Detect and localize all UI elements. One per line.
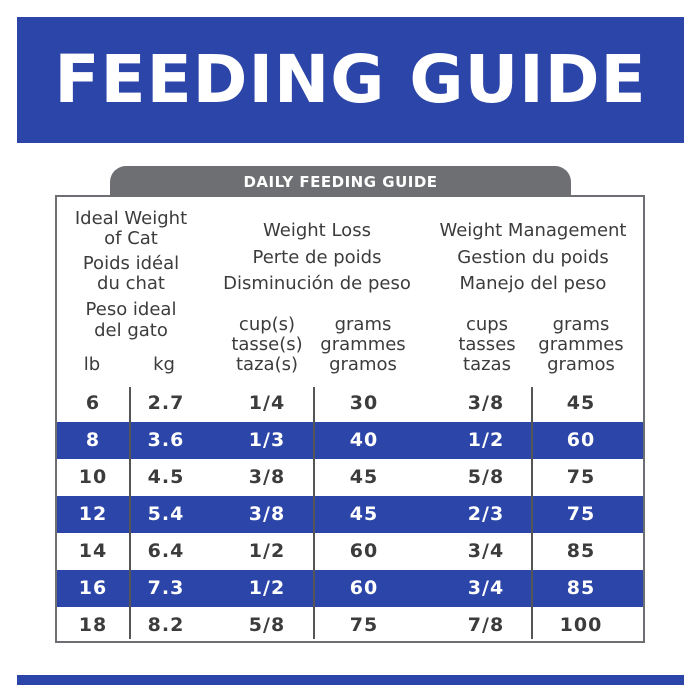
cell-wm-grams: 85 <box>566 577 596 599</box>
cell-lb: 8 <box>85 429 101 451</box>
cell-kg: 6.4 <box>147 540 185 562</box>
cell-wm-grams: 45 <box>566 392 596 414</box>
cell-wm-grams: 75 <box>566 503 596 525</box>
kg-header: kg <box>153 354 175 375</box>
cell-wm-cups: 3/4 <box>467 577 505 599</box>
cell-kg: 5.4 <box>147 503 185 525</box>
cell-lb: 10 <box>78 466 108 488</box>
cell-wl-cups: 3/8 <box>248 466 286 488</box>
ideal-weight-en-1: Ideal Weight <box>74 208 188 229</box>
cell-wm-cups: 1/2 <box>467 429 505 451</box>
daily-feeding-guide-tab: DAILY FEEDING GUIDE <box>110 166 571 198</box>
wm-cups-es: tazas <box>463 354 511 375</box>
column-divider <box>531 387 533 639</box>
banner-title: FEEDING GUIDE <box>54 41 647 118</box>
wm-grams-es: gramos <box>547 354 615 375</box>
table-row: 6 2.7 1/4 30 3/8 45 <box>57 385 643 422</box>
cell-wl-cups: 5/8 <box>248 614 286 636</box>
wm-grams-en: grams <box>552 314 610 335</box>
cell-wl-cups: 1/3 <box>248 429 286 451</box>
cell-wl-grams: 60 <box>349 577 379 599</box>
cell-lb: 6 <box>85 392 101 414</box>
cell-wm-grams: 85 <box>566 540 596 562</box>
weight-management-en: Weight Management <box>439 220 627 241</box>
table-header: Ideal Weight of Cat Poids idéal du chat … <box>57 197 643 383</box>
cell-wm-cups: 3/8 <box>467 392 505 414</box>
cell-kg: 8.2 <box>147 614 185 636</box>
cell-lb: 14 <box>78 540 108 562</box>
cell-lb: 18 <box>78 614 108 636</box>
cell-lb: 12 <box>78 503 108 525</box>
column-divider <box>313 387 315 639</box>
table-row: 14 6.4 1/2 60 3/4 85 <box>57 533 643 570</box>
table-row: 16 7.3 1/2 60 3/4 85 <box>57 570 643 607</box>
ideal-weight-en-2: of Cat <box>104 228 158 249</box>
cell-kg: 4.5 <box>147 466 185 488</box>
ideal-weight-fr-1: Poids idéal <box>82 253 180 274</box>
table-row: 18 8.2 5/8 75 7/8 100 <box>57 607 643 644</box>
cell-wl-cups: 3/8 <box>248 503 286 525</box>
cell-kg: 3.6 <box>147 429 185 451</box>
cell-wl-grams: 45 <box>349 503 379 525</box>
cell-wl-grams: 45 <box>349 466 379 488</box>
table-row: 10 4.5 3/8 45 5/8 75 <box>57 459 643 496</box>
cell-wm-cups: 7/8 <box>467 614 505 636</box>
weight-loss-es: Disminución de peso <box>223 273 411 294</box>
column-divider <box>129 387 131 639</box>
feeding-guide-banner: FEEDING GUIDE <box>17 17 684 143</box>
cell-wm-grams: 100 <box>559 614 603 636</box>
cell-lb: 16 <box>78 577 108 599</box>
weight-loss-en: Weight Loss <box>263 220 371 241</box>
cell-wl-grams: 60 <box>349 540 379 562</box>
wm-cups-en: cups <box>465 314 509 335</box>
wl-grams-fr: grammes <box>320 334 406 355</box>
ideal-weight-es-1: Peso ideal <box>85 299 177 320</box>
lb-header: lb <box>83 354 101 375</box>
table-body: 6 2.7 1/4 30 3/8 45 8 3.6 1/3 40 1/2 60 … <box>57 385 643 644</box>
wl-cups-fr: tasse(s) <box>231 334 303 355</box>
cell-wm-grams: 75 <box>566 466 596 488</box>
weight-management-fr: Gestion du poids <box>457 247 609 268</box>
table-row: 8 3.6 1/3 40 1/2 60 <box>57 422 643 459</box>
cell-wm-grams: 60 <box>566 429 596 451</box>
wl-cups-es: taza(s) <box>236 354 298 375</box>
ideal-weight-fr-2: du chat <box>97 273 165 294</box>
tab-label: DAILY FEEDING GUIDE <box>243 173 438 191</box>
cell-wm-cups: 5/8 <box>467 466 505 488</box>
wl-grams-en: grams <box>334 314 392 335</box>
cell-wl-cups: 1/4 <box>248 392 286 414</box>
feeding-table: Ideal Weight of Cat Poids idéal du chat … <box>55 195 645 643</box>
cell-kg: 2.7 <box>147 392 185 414</box>
cell-wm-cups: 2/3 <box>467 503 505 525</box>
wl-cups-en: cup(s) <box>238 314 296 335</box>
cell-wl-grams: 75 <box>349 614 379 636</box>
cell-wl-grams: 30 <box>349 392 379 414</box>
cell-kg: 7.3 <box>147 577 185 599</box>
ideal-weight-es-2: del gato <box>94 320 168 341</box>
wm-grams-fr: grammes <box>538 334 624 355</box>
table-row: 12 5.4 3/8 45 2/3 75 <box>57 496 643 533</box>
cell-wl-grams: 40 <box>349 429 379 451</box>
weight-loss-fr: Perte de poids <box>252 247 382 268</box>
cell-wl-cups: 1/2 <box>248 540 286 562</box>
weight-management-es: Manejo del peso <box>459 273 607 294</box>
cell-wm-cups: 3/4 <box>467 540 505 562</box>
bottom-bar <box>17 675 684 685</box>
wl-grams-es: gramos <box>329 354 397 375</box>
wm-cups-fr: tasses <box>458 334 516 355</box>
cell-wl-cups: 1/2 <box>248 577 286 599</box>
